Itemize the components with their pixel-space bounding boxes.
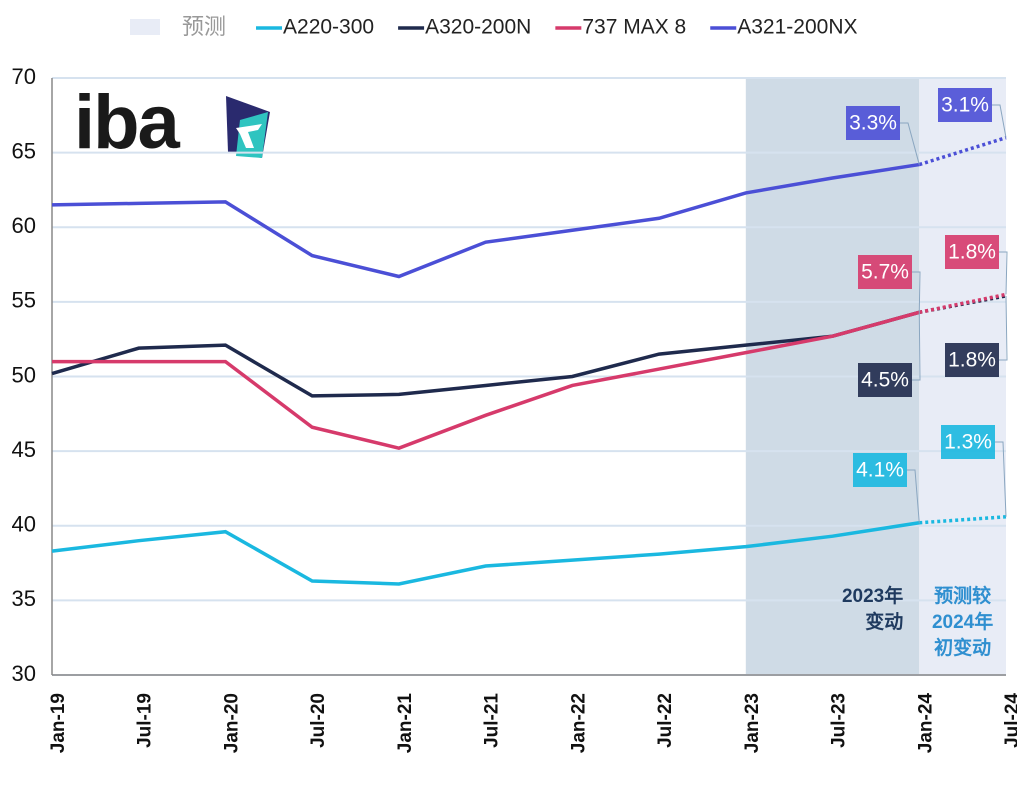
annotation-connector [999,295,1008,361]
y-tick-label: 45 [12,437,36,462]
annotation-box [938,88,992,122]
annotation-box [858,255,912,289]
legend-swatch [130,19,160,35]
annotation-connector [900,122,920,165]
x-tick-label: Jul-20 [308,693,329,748]
legend-label: A321-200NX [737,16,857,39]
series-line [51,310,920,398]
annotation-box [846,106,900,140]
region-label: 变动 [865,610,903,633]
annotation-label: 1.3% [944,431,992,454]
annotation-label: 1.8% [948,241,996,264]
legend-label: 737 MAX 8 [582,16,686,39]
series-line [51,162,920,279]
x-tick-label: Jan-23 [742,693,763,753]
region-label: 预测较 [934,584,991,607]
annotation-label: 3.3% [849,112,897,135]
x-tick-label: Jul-21 [482,693,503,748]
annotation-label: 3.1% [941,94,989,117]
y-tick-label: 65 [12,138,36,163]
annotation-label: 1.8% [948,349,996,372]
annotation-box [945,343,999,377]
logo-icon [226,96,270,158]
annotation-box [853,453,907,487]
region-label: 2024年 [932,610,993,633]
x-tick-label: Jan-20 [221,693,242,753]
annotation-label: 4.5% [861,369,909,392]
x-tick-label: Jul-22 [655,693,676,748]
y-tick-label: 35 [12,586,36,611]
logo: iba [74,80,181,165]
annotation-box [941,425,995,459]
legend-label: 预测 [182,14,226,39]
region-label: 初变动 [934,636,991,659]
x-tick-label: Jan-19 [48,693,69,753]
y-tick-label: 60 [12,213,36,238]
series-line [52,310,920,450]
series-line [51,521,920,586]
forecast-line [919,515,1007,525]
annotation-connector [912,271,921,313]
annotation-connector [912,312,921,381]
annotation-box [858,363,912,397]
x-tick-label: Jul-24 [1002,693,1017,748]
y-tick-label: 55 [12,288,36,313]
x-tick-label: Jan-22 [568,693,589,753]
y-tick-label: 30 [12,661,36,686]
annotation-connector [992,104,1007,138]
annotation-label: 5.7% [861,261,909,284]
annotation-label: 4.1% [856,459,904,482]
y-tick-label: 70 [12,64,36,89]
y-tick-label: 50 [12,362,36,387]
forecast-line [918,292,1007,315]
region-label: 2023年 [842,584,903,607]
y-tick-label: 40 [12,512,36,537]
annotation-connector [999,251,1008,295]
annotation-connector [907,469,920,523]
x-tick-label: Jul-19 [135,693,156,748]
annotation-connector [995,441,1007,517]
x-tick-label: Jul-23 [829,693,850,748]
legend-label: A320-200N [425,16,531,39]
x-tick-label: Jan-24 [915,693,936,754]
x-tick-label: Jan-21 [395,693,416,754]
legend-label: A220-300 [283,16,374,39]
annotation-box [945,235,999,269]
